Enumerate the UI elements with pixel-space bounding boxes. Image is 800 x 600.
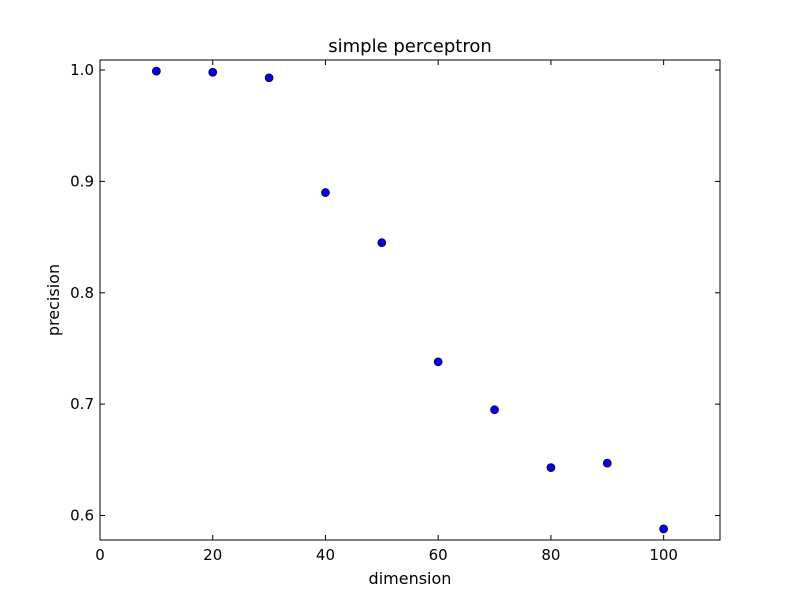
data-point (264, 73, 274, 83)
y-tick-label: 0.7 (70, 395, 94, 413)
data-point (377, 238, 387, 247)
plot-frame (99, 59, 721, 541)
data-point (433, 357, 443, 367)
data-point (321, 188, 330, 197)
x-axis-ticks: 0 20 40 60 80 100 (95, 60, 678, 564)
y-axis-ticks: 0.6 0.7 0.8 0.9 1.0 (70, 61, 720, 524)
x-tick-label: 40 (316, 546, 335, 564)
chart-title: simple perceptron (328, 36, 492, 57)
data-points (152, 66, 668, 534)
data-point (546, 463, 556, 472)
y-axis-label: precision (44, 264, 63, 336)
y-tick-label: 0.8 (70, 284, 94, 302)
data-point (490, 405, 499, 415)
x-tick-label: 80 (541, 546, 560, 564)
data-point (659, 524, 668, 534)
x-tick-label: 100 (649, 546, 678, 564)
x-tick-label: 0 (95, 546, 105, 564)
x-tick-label: 60 (429, 546, 448, 564)
data-point (152, 66, 161, 76)
x-axis-label: dimension (369, 569, 452, 588)
data-point (208, 67, 218, 77)
y-tick-label: 0.9 (70, 172, 94, 190)
y-tick-label: 1.0 (70, 61, 94, 79)
data-point (602, 458, 612, 468)
x-tick-label: 20 (203, 546, 222, 564)
y-tick-label: 0.6 (70, 506, 94, 524)
